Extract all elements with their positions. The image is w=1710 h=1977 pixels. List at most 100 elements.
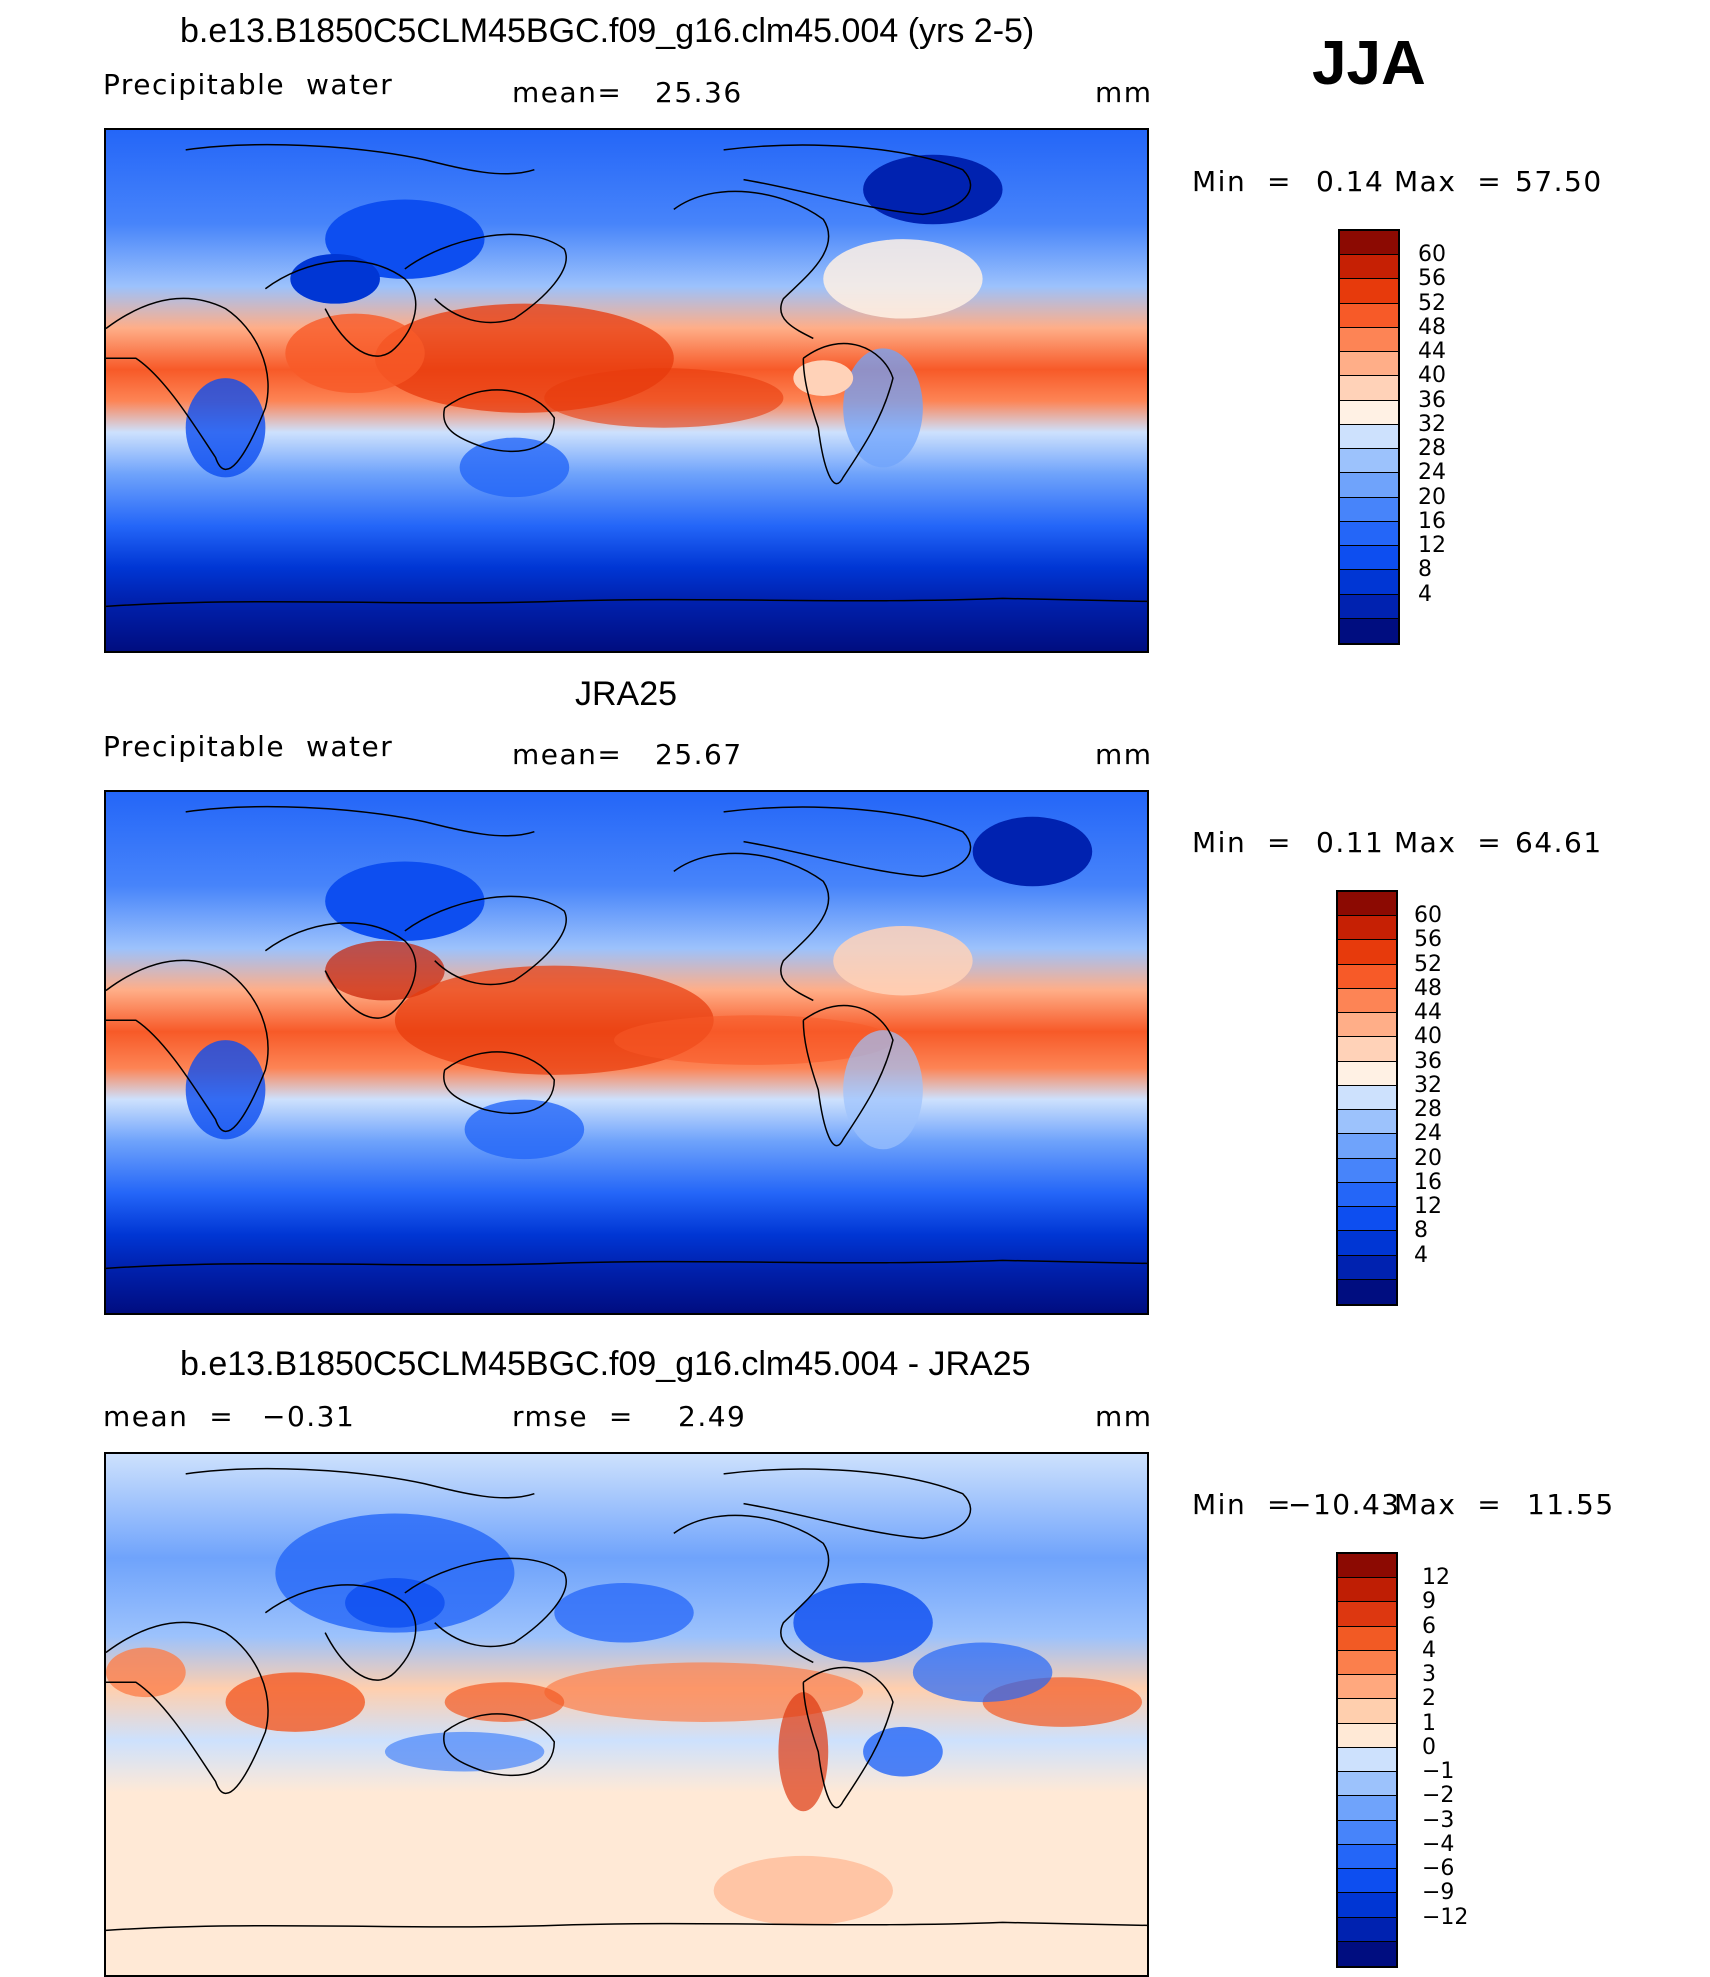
colorbar-tick-label: 48 [1414, 975, 1442, 1001]
colorbar-swatch [1338, 1941, 1396, 1966]
colorbar-swatch [1338, 1110, 1396, 1135]
colorbar-swatch [1338, 1085, 1396, 1111]
colorbar-tick-label: −6 [1422, 1856, 1455, 1882]
colorbar-swatch [1338, 1747, 1396, 1773]
max-value-model: 57.50 [1515, 165, 1603, 198]
colorbar-tick-label: 12 [1414, 1194, 1442, 1220]
colorbar-tick-label: 40 [1414, 1024, 1442, 1050]
colorbar-swatch [1340, 521, 1398, 547]
panel-title-diff: b.e13.B1850C5CLM45BGC.f09_g16.clm45.004 … [180, 1345, 1031, 1383]
colorbar-tick-label: 3 [1422, 1662, 1436, 1688]
units-model: mm [1095, 76, 1153, 109]
colorbar-swatch [1338, 1279, 1396, 1304]
season-label: JJA [1312, 29, 1426, 98]
colorbar-tick-label: 8 [1414, 1218, 1428, 1244]
rmse-value-diff: 2.49 [678, 1400, 747, 1433]
colorbar-swatch [1338, 1061, 1396, 1086]
colorbar-swatch [1340, 473, 1398, 498]
variable-label-model: Precipitable water [103, 68, 394, 101]
colorbar-tick-label: −3 [1422, 1807, 1455, 1833]
min-value-model: 0.14 [1316, 165, 1385, 198]
colorbar-swatch [1338, 1772, 1396, 1797]
field-obs [106, 792, 1147, 1313]
colorbar-swatch [1338, 1602, 1396, 1627]
colorbar-tick-label: 16 [1414, 1169, 1442, 1195]
colorbar-swatch [1338, 940, 1396, 965]
colorbar-swatch [1340, 618, 1398, 643]
colorbar-tick-label: 52 [1414, 951, 1442, 977]
rmse-label-diff: rmse = [512, 1400, 634, 1433]
panel-title-obs: JRA25 [575, 675, 678, 713]
colorbar-swatch [1338, 1182, 1396, 1208]
colorbar-tick-label: 48 [1418, 314, 1446, 340]
colorbar-tick-label: −2 [1422, 1783, 1455, 1809]
colorbar-tick-label: 28 [1414, 1097, 1442, 1123]
colorbar-tick-label: 6 [1422, 1613, 1436, 1639]
colorbar-swatch [1338, 892, 1396, 917]
max-value-obs: 64.61 [1515, 826, 1603, 859]
colorbar-tick-label: 16 [1418, 508, 1446, 534]
colorbar-swatch [1338, 988, 1396, 1014]
colorbar-tick-label: 4 [1422, 1637, 1436, 1663]
min-value-diff: −10.43 [1288, 1488, 1401, 1521]
colorbar-tick-label: 20 [1418, 484, 1446, 510]
colorbar-tick-label: 12 [1422, 1565, 1450, 1591]
variable-label-obs: Precipitable water [103, 730, 394, 763]
colorbar-tick-label: −9 [1422, 1880, 1455, 1906]
colorbar-tick-label: 36 [1414, 1048, 1442, 1074]
mean-label-model: mean= [512, 76, 623, 109]
colorbar-swatch [1338, 1255, 1396, 1280]
colorbar-swatch [1338, 1917, 1396, 1942]
colorbar-tick-label: 52 [1418, 290, 1446, 316]
colorbar-swatch [1338, 1699, 1396, 1724]
colorbar-tick-label: 56 [1418, 266, 1446, 292]
mean-value-obs: 25.67 [655, 738, 743, 771]
colorbar-swatch [1340, 255, 1398, 280]
colorbar-swatch [1338, 1578, 1396, 1603]
colorbar-swatch [1338, 964, 1396, 989]
min-label-diff: Min = [1192, 1488, 1292, 1521]
colorbar-swatch [1338, 1626, 1396, 1651]
colorbar-swatch [1338, 1844, 1396, 1870]
colorbar-tick-label: 4 [1418, 581, 1432, 607]
colorbar-swatch [1338, 916, 1396, 941]
mean-label-diff: mean = [103, 1400, 235, 1433]
colorbar-swatch [1338, 1134, 1396, 1159]
colorbar-tick-label: 32 [1418, 411, 1446, 437]
colorbar-swatch [1340, 449, 1398, 474]
colorbar-tick-label: 60 [1418, 242, 1446, 268]
colorbar-swatch [1340, 376, 1398, 401]
field-diff [106, 1454, 1147, 1975]
colorbar-tick-label: −1 [1422, 1759, 1455, 1785]
colorbar-tick-label: 24 [1414, 1121, 1442, 1147]
min-label-model: Min = [1192, 165, 1292, 198]
colorbar-swatch [1338, 1158, 1396, 1183]
colorbar-tick-label: 12 [1418, 533, 1446, 559]
colorbar-swatch [1338, 1675, 1396, 1700]
colorbar-swatch [1338, 1207, 1396, 1232]
colorbar-swatch [1338, 1013, 1396, 1038]
colorbar-tick-label: 0 [1422, 1734, 1436, 1760]
map-model [104, 128, 1149, 653]
colorbar-swatch [1340, 303, 1398, 328]
colorbar-tick-label: 32 [1414, 1072, 1442, 1098]
colorbar-swatch [1338, 1650, 1396, 1676]
colorbar-swatch [1340, 497, 1398, 522]
colorbar-swatch [1340, 594, 1398, 619]
field-model [106, 130, 1147, 651]
max-label-diff: Max = [1394, 1488, 1503, 1521]
colorbar-diff [1336, 1552, 1398, 1968]
colorbar-tick-label: 8 [1418, 557, 1432, 583]
min-label-obs: Min = [1192, 826, 1292, 859]
colorbar-tick-label: 56 [1414, 927, 1442, 953]
colorbar-tick-label: 4 [1414, 1242, 1428, 1268]
units-diff: mm [1095, 1400, 1153, 1433]
panel-title-model: b.e13.B1850C5CLM45BGC.f09_g16.clm45.004 … [180, 12, 1035, 50]
max-label-model: Max = [1394, 165, 1503, 198]
colorbar-swatch [1340, 424, 1398, 450]
colorbar-tick-label: 20 [1414, 1145, 1442, 1171]
colorbar-swatch [1338, 1796, 1396, 1821]
colorbar-swatch [1338, 1869, 1396, 1894]
colorbar-tick-label: −4 [1422, 1831, 1455, 1857]
colorbar-tick-label: 2 [1422, 1686, 1436, 1712]
